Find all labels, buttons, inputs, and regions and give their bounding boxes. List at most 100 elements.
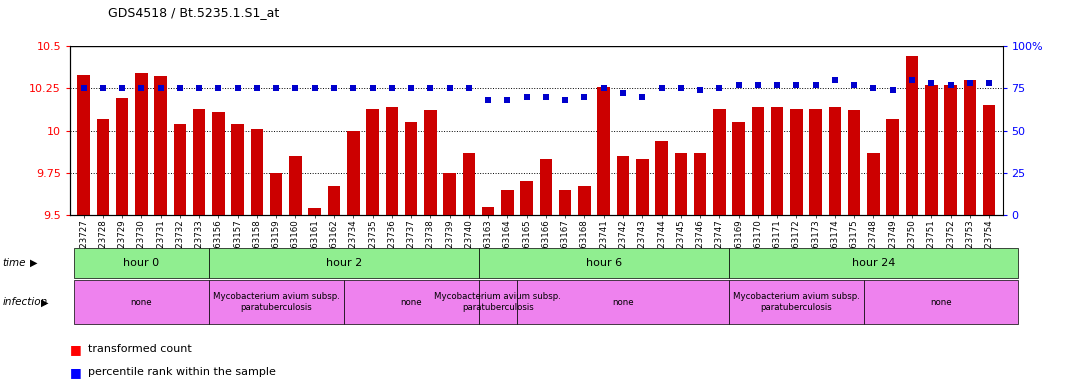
Point bbox=[962, 80, 979, 86]
Point bbox=[229, 85, 246, 91]
Point bbox=[691, 87, 708, 93]
Bar bbox=[558, 190, 571, 215]
Text: hour 6: hour 6 bbox=[585, 258, 622, 268]
Point bbox=[402, 85, 419, 91]
Bar bbox=[771, 107, 784, 215]
Bar bbox=[675, 152, 687, 215]
Point bbox=[94, 85, 111, 91]
Bar bbox=[462, 152, 475, 215]
Bar bbox=[405, 122, 417, 215]
Bar bbox=[97, 119, 109, 215]
Bar bbox=[193, 109, 206, 215]
Bar bbox=[713, 109, 725, 215]
Text: ■: ■ bbox=[70, 343, 82, 356]
Point bbox=[364, 85, 382, 91]
Point bbox=[267, 85, 285, 91]
Point bbox=[133, 85, 150, 91]
Bar bbox=[78, 75, 89, 215]
Point bbox=[730, 82, 747, 88]
Text: Mycobacterium avium subsp.
paratuberculosis: Mycobacterium avium subsp. paratuberculo… bbox=[434, 292, 562, 313]
Point bbox=[614, 90, 632, 96]
Point bbox=[537, 94, 554, 100]
Bar bbox=[270, 173, 282, 215]
Point bbox=[980, 80, 997, 86]
Point bbox=[673, 85, 690, 91]
Point bbox=[480, 97, 497, 103]
Point bbox=[788, 82, 805, 88]
Text: hour 2: hour 2 bbox=[326, 258, 362, 268]
Bar bbox=[925, 85, 938, 215]
Point bbox=[556, 97, 573, 103]
Text: hour 24: hour 24 bbox=[852, 258, 895, 268]
Bar bbox=[174, 124, 186, 215]
Bar bbox=[944, 85, 957, 215]
Bar bbox=[751, 107, 764, 215]
Bar bbox=[810, 109, 821, 215]
Point bbox=[171, 85, 189, 91]
Bar bbox=[154, 76, 167, 215]
Text: GDS4518 / Bt.5235.1.S1_at: GDS4518 / Bt.5235.1.S1_at bbox=[108, 6, 279, 19]
Bar bbox=[597, 87, 610, 215]
Point bbox=[653, 85, 671, 91]
Text: none: none bbox=[612, 298, 634, 307]
Bar bbox=[521, 181, 533, 215]
Point bbox=[884, 87, 901, 93]
Bar bbox=[347, 131, 360, 215]
Point bbox=[710, 85, 728, 91]
Text: transformed count: transformed count bbox=[88, 344, 192, 354]
Point bbox=[306, 85, 323, 91]
Point bbox=[499, 97, 516, 103]
Text: none: none bbox=[930, 298, 952, 307]
Point bbox=[942, 82, 959, 88]
Point bbox=[345, 85, 362, 91]
Text: Mycobacterium avium subsp.
paratuberculosis: Mycobacterium avium subsp. paratuberculo… bbox=[733, 292, 860, 313]
Bar bbox=[482, 207, 495, 215]
Bar bbox=[308, 208, 321, 215]
Bar bbox=[424, 110, 437, 215]
Point bbox=[248, 85, 265, 91]
Point bbox=[421, 85, 439, 91]
Text: none: none bbox=[130, 298, 152, 307]
Point bbox=[75, 85, 93, 91]
Bar bbox=[386, 107, 398, 215]
Point bbox=[152, 85, 169, 91]
Bar bbox=[212, 112, 224, 215]
Point bbox=[441, 85, 458, 91]
Bar bbox=[617, 156, 630, 215]
Text: ▶: ▶ bbox=[30, 258, 38, 268]
Point bbox=[903, 77, 921, 83]
Bar bbox=[867, 152, 880, 215]
Bar bbox=[367, 109, 378, 215]
Bar bbox=[115, 98, 128, 215]
Text: none: none bbox=[400, 298, 421, 307]
Bar bbox=[289, 156, 302, 215]
Bar bbox=[906, 56, 918, 215]
Bar bbox=[732, 122, 745, 215]
Point bbox=[749, 82, 766, 88]
Point bbox=[865, 85, 882, 91]
Point bbox=[460, 85, 478, 91]
Bar bbox=[135, 73, 148, 215]
Bar bbox=[443, 173, 456, 215]
Point bbox=[576, 94, 593, 100]
Bar bbox=[983, 105, 995, 215]
Point bbox=[519, 94, 536, 100]
Point bbox=[807, 82, 825, 88]
Point bbox=[210, 85, 227, 91]
Point bbox=[113, 85, 130, 91]
Point bbox=[923, 80, 940, 86]
Point bbox=[634, 94, 651, 100]
Point bbox=[595, 85, 612, 91]
Point bbox=[287, 85, 304, 91]
Bar bbox=[540, 159, 552, 215]
Text: infection: infection bbox=[2, 297, 47, 308]
Bar bbox=[501, 190, 514, 215]
Point bbox=[845, 82, 862, 88]
Bar bbox=[636, 159, 649, 215]
Bar bbox=[251, 129, 263, 215]
Text: time: time bbox=[2, 258, 26, 268]
Point bbox=[827, 77, 844, 83]
Text: ■: ■ bbox=[70, 366, 82, 379]
Bar bbox=[790, 109, 803, 215]
Bar bbox=[655, 141, 667, 215]
